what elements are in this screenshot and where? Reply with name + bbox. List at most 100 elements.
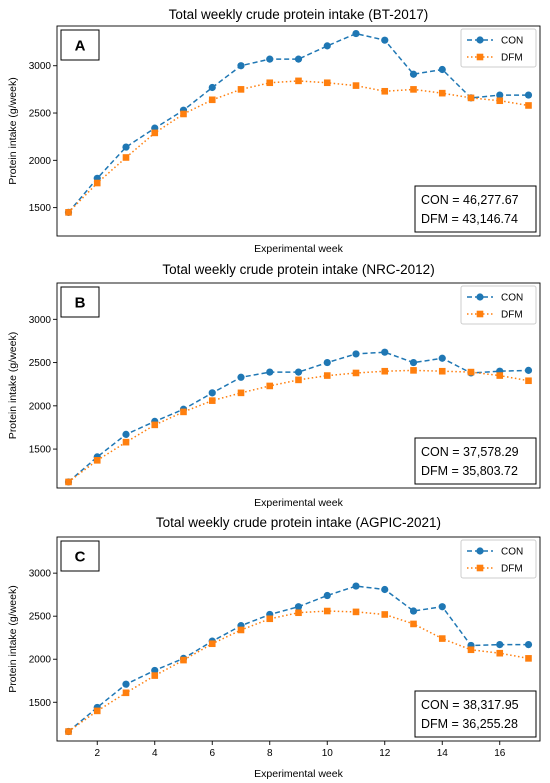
x-tick-label: 14 <box>437 748 449 759</box>
legend: CON DFM <box>460 28 537 68</box>
panel-letter-box <box>60 540 100 572</box>
data-point-con <box>323 358 331 367</box>
data-point-dfm <box>410 367 417 374</box>
legend-marker-con <box>476 293 484 301</box>
data-point-con <box>381 585 389 594</box>
data-point-con <box>496 640 504 649</box>
data-point-dfm <box>237 626 245 634</box>
x-axis-label: Experimental week <box>254 497 343 509</box>
y-tick-label: 2000 <box>29 655 52 666</box>
x-axis-label: Experimental week <box>254 243 343 255</box>
x-tick-label: 2 <box>94 748 100 759</box>
data-point-dfm <box>65 209 72 216</box>
series-line-con <box>68 351 529 483</box>
data-point-dfm <box>525 655 532 662</box>
data-point-con <box>524 640 533 649</box>
y-tick-label: 1500 <box>29 203 52 214</box>
series-line-con <box>67 32 529 213</box>
data-point-dfm <box>410 86 417 93</box>
data-point-con <box>323 591 331 600</box>
data-point-dfm <box>180 110 187 118</box>
y-tick-label: 2000 <box>29 156 52 167</box>
data-point-dfm <box>467 94 475 102</box>
legend-label: CON <box>501 293 523 304</box>
data-point-dfm <box>496 372 504 379</box>
data-point-dfm <box>496 649 504 657</box>
data-point-con <box>409 607 418 615</box>
y-tick-label: 3000 <box>29 569 52 580</box>
data-point-dfm <box>93 707 101 715</box>
data-point-con <box>266 368 274 376</box>
legend-label: CON <box>501 36 523 47</box>
plot-frame <box>56 536 541 742</box>
data-point-dfm <box>525 377 532 385</box>
y-tick-label: 3000 <box>29 315 52 326</box>
legend-marker-con <box>476 547 484 555</box>
data-point-con <box>294 368 303 376</box>
y-tick-label: 2000 <box>29 401 52 412</box>
y-tick-label: 1500 <box>29 445 52 456</box>
totals-line: DFM = 35,803.72 <box>421 464 518 478</box>
y-tick-label: 2500 <box>29 612 52 623</box>
data-point-con <box>524 366 533 374</box>
data-point-dfm <box>381 87 389 95</box>
totals-box <box>414 437 537 485</box>
totals-annotation: CON = 46,277.67 DFM = 43,146.74 <box>414 185 537 233</box>
data-point-dfm <box>323 607 331 615</box>
data-point-con <box>266 55 274 63</box>
chart-title: Total weekly crude protein intake (NRC-2… <box>162 262 434 277</box>
data-point-dfm <box>438 367 446 375</box>
series-dfm <box>65 77 532 216</box>
data-point-con <box>438 354 446 362</box>
totals-line: CON = 46,277.67 <box>421 193 519 207</box>
data-point-dfm <box>438 89 446 97</box>
data-point-dfm <box>122 438 130 446</box>
data-point-dfm <box>295 376 302 384</box>
totals-line: CON = 38,317.95 <box>421 698 519 712</box>
data-point-dfm <box>151 421 159 429</box>
data-point-dfm <box>438 635 446 642</box>
data-point-dfm <box>180 408 187 416</box>
y-tick-label: 2500 <box>29 109 52 120</box>
data-point-dfm <box>467 646 475 654</box>
data-point-dfm <box>122 154 130 161</box>
totals-line: CON = 37,578.29 <box>421 445 519 459</box>
plot-frame <box>56 282 541 489</box>
data-point-con <box>237 62 245 70</box>
data-point-con <box>409 70 418 78</box>
x-tick-label: 10 <box>322 748 334 759</box>
data-point-con <box>496 91 504 99</box>
legend-box <box>460 28 537 68</box>
data-point-con <box>409 358 418 367</box>
panel-letter-box <box>60 286 100 318</box>
legend: CON DFM <box>460 539 537 579</box>
data-point-dfm <box>525 102 532 109</box>
data-point-con <box>294 603 303 611</box>
data-point-con <box>352 350 360 358</box>
totals-line: DFM = 36,255.28 <box>421 717 518 731</box>
data-point-dfm <box>352 82 360 89</box>
data-point-dfm <box>93 179 101 187</box>
data-point-dfm <box>323 372 331 379</box>
data-point-con <box>122 680 130 688</box>
totals-box <box>414 690 537 738</box>
x-tick-label: 12 <box>379 748 391 759</box>
series-line-dfm <box>68 369 529 483</box>
data-point-dfm <box>237 86 245 93</box>
x-tick-label: 6 <box>209 748 215 759</box>
legend-label: CON <box>501 547 523 558</box>
data-point-dfm <box>180 656 187 664</box>
data-point-dfm <box>208 96 216 104</box>
data-point-dfm <box>410 620 417 628</box>
data-point-con <box>524 91 533 99</box>
legend-marker-dfm <box>476 310 484 318</box>
legend-box <box>460 539 537 579</box>
data-point-dfm <box>295 609 302 617</box>
data-point-dfm <box>266 382 274 390</box>
data-point-con <box>438 65 446 74</box>
data-point-dfm <box>352 608 360 616</box>
chart-panel-c: Total weekly crude protein intake (AGPIC… <box>7 515 541 780</box>
data-point-dfm <box>151 672 159 679</box>
x-tick-label: 16 <box>494 748 506 759</box>
